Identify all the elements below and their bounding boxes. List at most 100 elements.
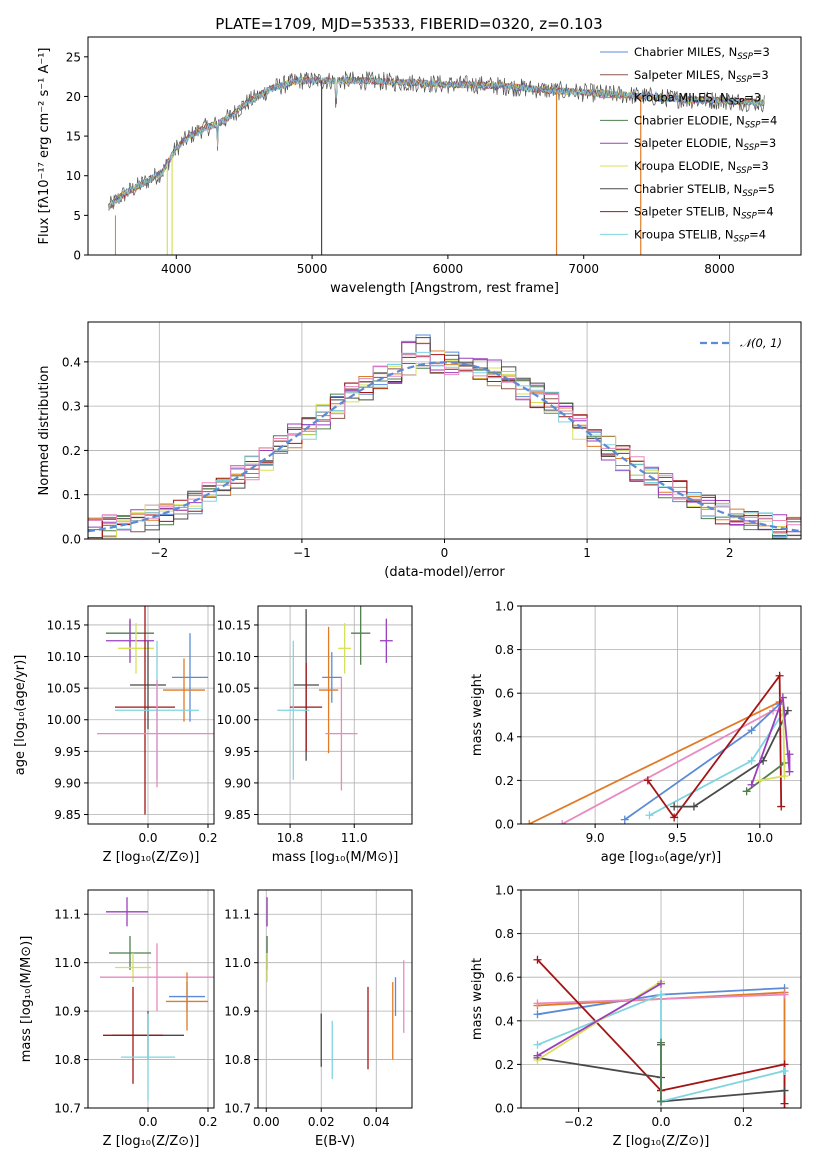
age-vs-mass-ytick-label: 10.15 xyxy=(217,618,251,632)
mass-vs-Z-ytick-label: 10.9 xyxy=(54,1005,81,1019)
weight-line xyxy=(674,710,789,808)
residuals-ytick-label: 0.0 xyxy=(62,533,81,547)
weight-line xyxy=(528,701,780,824)
residuals-frame xyxy=(87,321,802,540)
mass-vs-Z-plot-area xyxy=(100,897,214,1101)
legend-sub: SSP xyxy=(729,98,745,108)
legend-entry: Salpeter MILES, NSSP=3 xyxy=(634,68,769,85)
mass-vs-Z-ytick-label: 10.8 xyxy=(54,1053,81,1067)
mass-vs-ebv-xtick-label: 0.02 xyxy=(308,1115,335,1129)
mass-vs-ebv-frame xyxy=(257,889,413,1109)
normal-legend-label: 𝒩(0, 1) xyxy=(740,336,782,350)
age-vs-mass-ytick-label: 9.95 xyxy=(224,745,251,759)
age-vs-mass-frame xyxy=(257,605,413,825)
weight-line xyxy=(647,673,783,820)
age-vs-mass-ytick-label: 9.90 xyxy=(224,776,251,790)
weight-vs-age-xlabel: age [log₁₀(age/yr)] xyxy=(601,850,722,865)
legend-entry: Chabrier MILES, NSSP=3 xyxy=(634,45,770,62)
weight-marker xyxy=(689,802,698,811)
weight-vs-Z-ylabel: mass weight xyxy=(470,958,485,1040)
mass-vs-Z-xlabel: Z [log₁₀(Z/Z⊙)] xyxy=(103,1134,200,1149)
legend-entry: Kroupa STELIB, NSSP=4 xyxy=(634,227,766,244)
spectrum-ytick-label: 10 xyxy=(66,169,81,183)
age-vs-mass-ytick-label: 10.00 xyxy=(217,713,251,727)
weight-marker xyxy=(780,1086,789,1095)
weight-vs-Z-plot-area xyxy=(533,955,789,1108)
legend-sub: SSP xyxy=(734,234,750,244)
mass-vs-ebv-panel: 0.00 0.02 0.04 10.7 10.8 10.9 11.0 11.1 E(B-V) xyxy=(224,889,413,1149)
weight-line xyxy=(746,762,786,793)
legend-sub: SSP xyxy=(736,75,752,85)
mass-vs-ebv-xtick-label: 0.04 xyxy=(363,1115,390,1129)
age-vs-Z-panel: 0.0 0.2 9.85 9.90 9.95 10.00 10.05 10.10 10.15 Z … xyxy=(13,605,218,865)
spectrum-line xyxy=(108,76,765,210)
residual-histogram xyxy=(88,354,801,526)
normal-curve xyxy=(88,361,801,533)
weight-marker xyxy=(533,1010,542,1019)
mass-vs-Z-panel: 0.0 0.2 10.7 10.8 10.9 11.0 11.1 Z [log₁₀(Z/Z⊙)… xyxy=(19,889,218,1149)
residuals-xtick-label: −2 xyxy=(150,546,168,560)
mass-vs-Z-xtick-label: 0.2 xyxy=(198,1115,217,1129)
mass-vs-ebv-ytick-label: 11.1 xyxy=(224,908,251,922)
weight-marker xyxy=(558,820,567,824)
age-vs-Z-ytick-label: 10.00 xyxy=(47,713,81,727)
legend-sub: SSP xyxy=(737,52,753,62)
weight-marker xyxy=(657,1038,665,1047)
residuals-xtick-label: 0 xyxy=(441,546,449,560)
spectrum-title: PLATE=1709, MJD=53533, FIBERID=0320, z=0… xyxy=(215,15,602,33)
mass-vs-ebv-xlabel: E(B-V) xyxy=(315,1134,355,1149)
weight-marker xyxy=(525,820,534,824)
age-vs-Z-ytick-label: 10.05 xyxy=(47,682,81,696)
spectrum-xtick-label: 7000 xyxy=(568,262,599,276)
weight-marker xyxy=(775,671,784,680)
legend-label: Chabrier ELODIE, N xyxy=(634,113,745,127)
residuals-ytick-label: 0.2 xyxy=(62,444,81,458)
legend-label: Kroupa MILES, N xyxy=(634,91,729,105)
spectrum-legend: Chabrier MILES, NSSP=3 Salpeter MILES, NS… xyxy=(600,45,777,244)
weight-marker xyxy=(643,776,652,785)
weight-marker xyxy=(747,726,756,735)
spectrum-ylabel: Flux [fλ10⁻¹⁷ erg cm⁻² s⁻¹ A⁻¹] xyxy=(37,48,52,245)
mass-vs-ebv-ytick-label: 10.8 xyxy=(224,1053,251,1067)
weight-vs-Z-ytick-label: 1.0 xyxy=(495,884,514,898)
weight-marker xyxy=(657,979,665,988)
age-vs-Z-ytick-label: 10.15 xyxy=(47,618,81,632)
weight-vs-age-panel: 9.0 9.5 10.0 0.0 0.2 0.4 0.6 0.8 1.0 age [log₁₀(a… xyxy=(470,600,802,865)
mass-vs-ebv-plot-area xyxy=(266,897,405,1079)
weight-vs-age-ytick-label: 0.4 xyxy=(495,730,514,744)
weight-line xyxy=(536,959,786,1104)
legend-sub: SSP xyxy=(736,166,752,176)
weight-marker xyxy=(620,815,629,824)
weight-vs-age-xtick-label: 10.0 xyxy=(746,831,773,845)
legend-label: Chabrier MILES, N xyxy=(634,45,737,59)
weight-vs-age-xtick-label: 9.0 xyxy=(586,831,605,845)
weight-marker xyxy=(777,802,786,811)
weight-vs-Z-ytick-label: 0.4 xyxy=(495,1014,514,1028)
legend-tail: =4 xyxy=(757,205,774,219)
legend-label: Kroupa STELIB, N xyxy=(634,227,734,241)
residuals-xtick-label: −1 xyxy=(293,546,311,560)
weight-marker xyxy=(645,811,654,820)
age-vs-mass-xlabel: mass [log₁₀(M/M⊙)] xyxy=(272,850,399,865)
residuals-xtick-label: 1 xyxy=(583,546,591,560)
residuals-plot-area xyxy=(88,334,801,539)
weight-vs-age-ylabel: mass weight xyxy=(470,674,485,756)
weight-vs-age-ytick-label: 0.8 xyxy=(495,643,514,657)
spectrum-ytick-label: 0 xyxy=(73,249,81,263)
weight-marker xyxy=(785,750,794,759)
spectrum-ytick-label: 25 xyxy=(66,50,81,64)
weight-marker xyxy=(783,706,792,715)
weight-marker xyxy=(742,787,751,796)
mass-vs-Z-ylabel: mass [log₁₀(M/M⊙)] xyxy=(19,936,34,1063)
spectrum-plot-area xyxy=(108,71,765,255)
weight-vs-Z-ytick-label: 0.6 xyxy=(495,971,514,985)
spectrum-xtick-label: 8000 xyxy=(704,262,735,276)
age-vs-mass-panel: 10.8 11.0 9.85 9.90 9.95 10.00 10.05 10.10 10.15… xyxy=(217,605,413,865)
legend-sub: SSP xyxy=(744,143,760,153)
legend-tail: =4 xyxy=(760,113,777,127)
weight-marker xyxy=(785,767,794,776)
legend-label: Chabrier STELIB, N xyxy=(634,182,742,196)
age-vs-mass-xtick-label: 11.0 xyxy=(341,831,368,845)
age-vs-Z-xtick-label: 0.0 xyxy=(138,831,157,845)
age-vs-mass-ytick-label: 9.85 xyxy=(224,808,251,822)
